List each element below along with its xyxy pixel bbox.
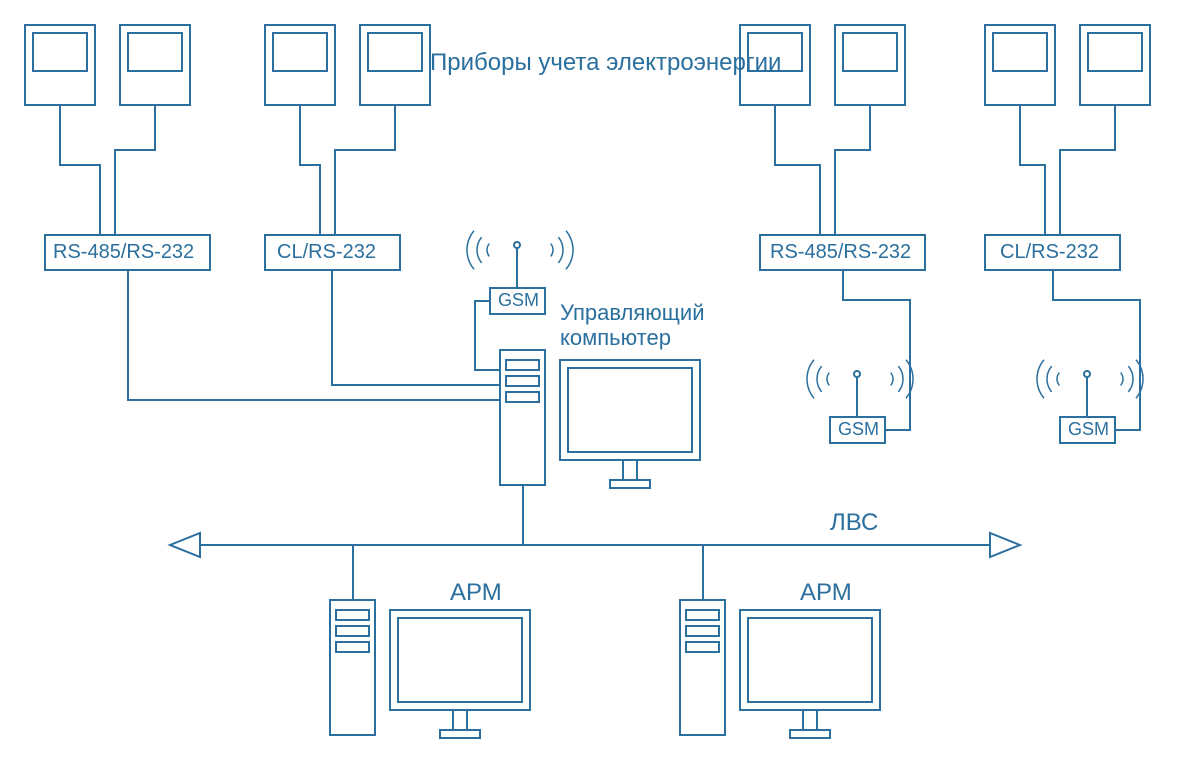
label-conv3: RS-485/RS-232 xyxy=(770,241,911,263)
computer-icon xyxy=(330,600,530,738)
label-arm1: АРМ xyxy=(450,579,502,606)
label-ctrl1: Управляющий xyxy=(560,300,704,325)
label-conv4: CL/RS-232 xyxy=(1000,241,1099,263)
label-conv2: CL/RS-232 xyxy=(277,241,376,263)
meter-icon xyxy=(985,25,1055,105)
label-title: Приборы учета электроэнергии xyxy=(430,49,781,76)
label-lan: ЛВС xyxy=(830,509,878,536)
meter-icon xyxy=(120,25,190,105)
diagram-canvas: Приборы учета электроэнергии Управляющийк… xyxy=(0,0,1200,769)
meter-icon xyxy=(265,25,335,105)
label-ctrl2: компьютер xyxy=(560,325,671,350)
meter-icon xyxy=(1080,25,1150,105)
label-gsm1: GSM xyxy=(498,290,539,310)
meter-icon xyxy=(360,25,430,105)
computer-icon xyxy=(500,350,700,488)
computer-icon xyxy=(680,600,880,738)
label-arm2: АРМ xyxy=(800,579,852,606)
meter-icon xyxy=(25,25,95,105)
label-gsm3: GSM xyxy=(1068,419,1109,439)
label-gsm2: GSM xyxy=(838,419,879,439)
label-conv1: RS-485/RS-232 xyxy=(53,241,194,263)
meter-icon xyxy=(835,25,905,105)
